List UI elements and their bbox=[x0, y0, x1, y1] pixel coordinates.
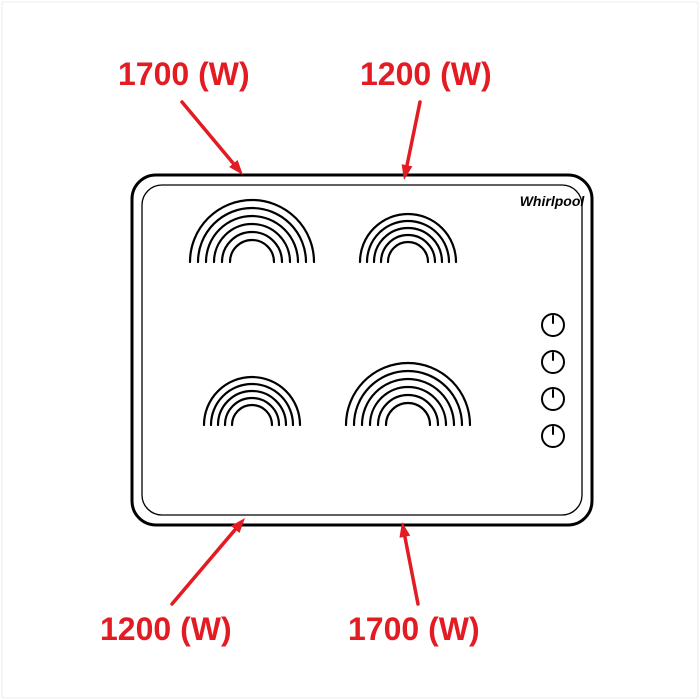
arrow-top-right bbox=[402, 102, 420, 180]
control-knobs bbox=[542, 314, 564, 447]
power-label-bottom-left: 1200 (W) bbox=[100, 611, 232, 647]
power-label-top-right: 1200 (W) bbox=[360, 56, 492, 92]
burner-bottom-left bbox=[204, 377, 300, 425]
arrow-bottom-left bbox=[172, 518, 245, 604]
hob-panel: Whirlpool bbox=[132, 175, 592, 525]
burner-ring bbox=[230, 240, 274, 262]
burner-ring bbox=[370, 387, 446, 425]
arrow-bottom-right bbox=[399, 522, 418, 604]
burner-ring bbox=[214, 224, 290, 262]
burner-ring bbox=[218, 391, 286, 425]
brand-label: Whirlpool bbox=[520, 193, 586, 209]
burner-ring bbox=[386, 403, 430, 425]
knob-1 bbox=[542, 314, 564, 336]
arrow-shaft bbox=[182, 102, 233, 163]
power-label-bottom-right: 1700 (W) bbox=[348, 611, 480, 647]
image-border bbox=[2, 2, 698, 698]
knob-3 bbox=[542, 388, 564, 410]
panel-inset bbox=[142, 185, 582, 515]
knob-4 bbox=[542, 425, 564, 447]
arrow-head-icon bbox=[402, 164, 413, 180]
arrow-shaft bbox=[407, 102, 420, 165]
knob-2 bbox=[542, 351, 564, 373]
arrow-shaft bbox=[172, 529, 235, 604]
arrow-top-left bbox=[182, 102, 243, 175]
burner-bottom-right bbox=[346, 363, 470, 425]
power-label-top-left: 1700 (W) bbox=[118, 56, 250, 92]
burner-ring bbox=[374, 228, 442, 262]
burner-top-right bbox=[360, 214, 456, 262]
burner-ring bbox=[232, 405, 272, 425]
burner-top-left bbox=[190, 200, 314, 262]
burner-ring bbox=[388, 242, 428, 262]
arrow-shaft bbox=[405, 537, 418, 604]
